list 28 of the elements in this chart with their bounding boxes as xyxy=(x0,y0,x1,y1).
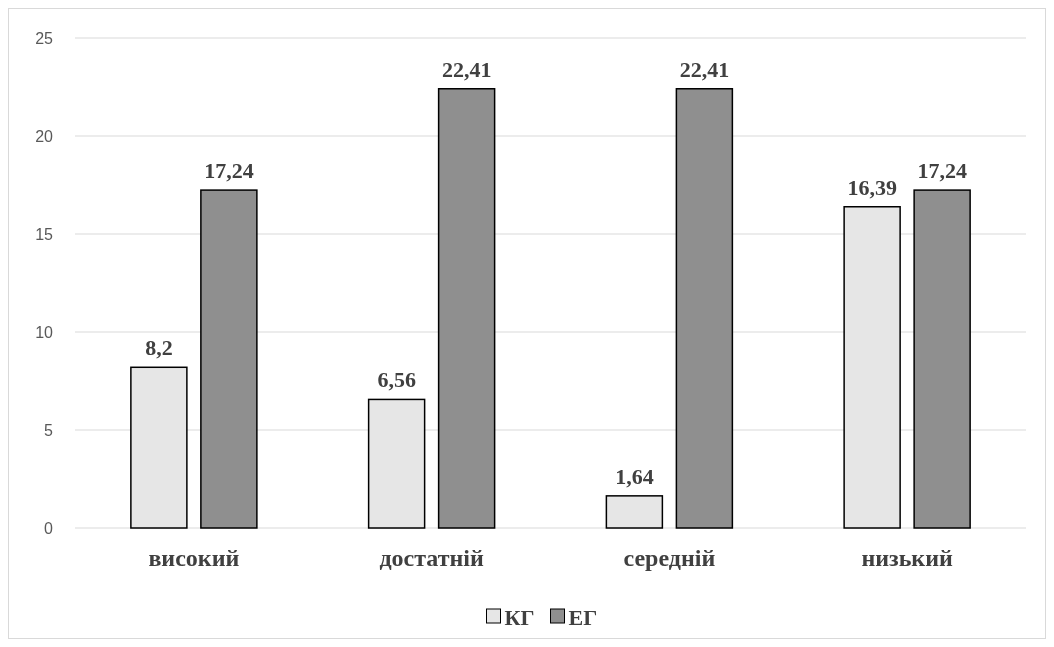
x-tick-label: високий xyxy=(148,545,240,571)
y-tick-label: 10 xyxy=(35,323,54,341)
y-tick-label: 25 xyxy=(35,29,54,47)
data-label: 8,2 xyxy=(145,335,173,361)
x-tick-label: низький xyxy=(861,545,954,571)
legend-label: КГ xyxy=(504,604,535,630)
bar xyxy=(437,88,496,529)
data-label: 17,24 xyxy=(204,158,254,184)
bar xyxy=(605,495,664,529)
bar xyxy=(913,189,971,529)
bar xyxy=(367,398,426,529)
data-label: 1,64 xyxy=(615,463,654,489)
x-tick-label: середній xyxy=(623,545,716,571)
data-label: 16,39 xyxy=(847,174,897,200)
data-label: 17,24 xyxy=(917,158,967,184)
y-tick-label: 5 xyxy=(44,421,54,439)
y-tick-label: 0 xyxy=(44,519,54,537)
data-label: 22,41 xyxy=(679,56,730,82)
bar xyxy=(843,206,901,529)
data-label: 6,56 xyxy=(377,367,416,393)
y-tick-label: 20 xyxy=(35,127,54,145)
y-tick-label: 15 xyxy=(35,225,54,243)
data-label: 22,41 xyxy=(441,56,492,82)
bar xyxy=(130,366,188,529)
bar xyxy=(200,189,258,529)
x-tick-label: достатній xyxy=(379,545,484,571)
legend-label: ЕГ xyxy=(568,604,598,630)
bar xyxy=(675,88,734,529)
